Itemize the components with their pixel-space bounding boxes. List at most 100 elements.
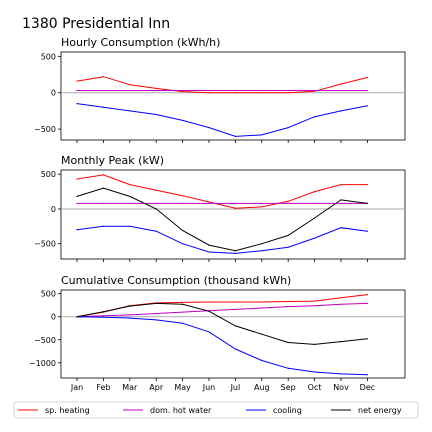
x-tick-label: Jun [202,383,216,392]
data-point [287,246,289,248]
x-tick-label: Aug [254,383,270,392]
data-point [366,202,368,204]
data-point [129,110,131,112]
data-point [340,199,342,201]
chart-panel-2: Monthly Peak (kW) 500 0 −500 [34,154,406,262]
data-point [208,89,210,92]
data-point [208,301,210,303]
data-point [182,91,184,93]
axes-frame [60,51,406,141]
data-point [366,184,368,186]
data-point [314,371,316,373]
panel-title: Cumulative Consumption (thousand kWh) [61,274,291,287]
y-tick-label: −500 [34,240,56,249]
data-point [155,302,157,304]
data-point [261,134,263,136]
data-point [208,310,210,312]
data-point [314,190,316,193]
data-point [287,92,289,94]
data-point [261,206,263,208]
data-point [340,341,342,343]
data-point [366,105,368,107]
data-point [129,84,131,86]
series-sp-heating-line [76,174,368,209]
data-point [314,217,316,219]
data-point [366,374,368,376]
data-point [261,92,263,94]
data-point [261,243,263,245]
data-point [102,311,104,313]
series-dom-hot-water-line [76,302,368,318]
data-point [129,305,131,307]
data-point [314,237,316,239]
data-point [340,110,342,112]
data-point [76,316,78,318]
chart-panel-3: Cumulative Consumption (thousand kWh) 500… [29,274,406,381]
legend-label: sp. heating [45,406,90,415]
data-point [340,297,342,299]
y-tick-label: 0 [51,89,56,98]
series-net-energy-line [76,187,368,252]
legend: sp. heating dom. hot water cooling net ener… [13,401,419,419]
data-point [287,341,289,344]
data-point [234,207,236,209]
data-point [155,312,157,315]
data-point [76,178,78,180]
data-point [314,343,316,345]
data-point [234,92,236,94]
x-tick-label: Jul [230,383,241,392]
series-cooling-line [76,316,368,376]
data-point [76,80,78,82]
data-point [208,331,210,333]
data-point [234,202,236,204]
data-point [366,302,368,304]
data-point [340,202,342,204]
data-point [76,229,78,231]
data-point [76,195,78,198]
data-point [234,135,236,137]
data-point [208,201,210,203]
data-point [261,301,263,303]
data-point [102,76,104,78]
y-tick-label: −500 [34,336,56,345]
data-point [129,89,131,92]
data-point [102,106,104,108]
data-point [129,314,131,316]
data-point [234,325,236,327]
data-point [234,308,236,310]
legend-label: cooling [273,406,302,415]
data-point [234,301,236,303]
y-tick-label: 500 [41,52,56,61]
data-point [129,184,131,186]
x-tick-label: Jan [70,383,83,392]
x-tick-label: Nov [333,383,349,392]
data-point [287,200,289,202]
figure-title: 1380 Presidential Inn [22,16,170,32]
data-point [155,230,157,232]
data-point [234,348,236,350]
data-point [208,251,210,253]
legend-box [13,401,419,419]
x-tick-label: Feb [96,383,110,392]
data-point [129,195,131,198]
data-point [261,333,263,335]
data-point [208,244,210,246]
data-point [340,83,342,85]
x-tick-label: May [174,383,191,392]
legend-label: dom. hot water [150,406,212,415]
data-point [314,305,316,307]
data-point [182,311,184,313]
data-point [287,89,289,92]
data-point [208,92,210,94]
data-point [102,187,104,189]
data-point [314,202,316,204]
data-point [340,303,342,305]
data-point [129,317,131,319]
axes-frame [60,169,406,260]
data-point [261,359,263,362]
data-point [182,202,184,204]
chart-panel-1: Hourly Consumption (kWh/h) 500 0 −500 [34,36,406,143]
data-point [76,89,78,92]
y-tick-label: 0 [51,205,56,214]
